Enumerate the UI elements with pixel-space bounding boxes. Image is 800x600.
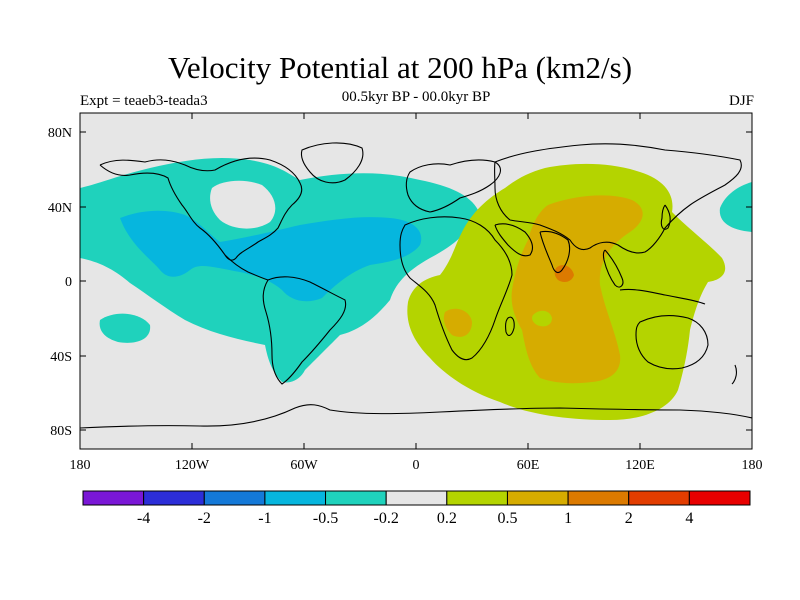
- colorbar-label: 2: [625, 510, 633, 527]
- coast-antarctica: [80, 404, 752, 429]
- contour-neg-strong: [120, 210, 422, 302]
- lon-label: 60W: [290, 458, 318, 473]
- colorbar-box: [203, 490, 266, 506]
- colorbar-box: [385, 490, 448, 506]
- coast-india: [539, 230, 571, 274]
- coast-europe: [405, 159, 501, 213]
- map-title: Velocity Potential at 200 hPa (km2/s): [167, 50, 633, 85]
- contour-neg-weak-east: [719, 182, 752, 232]
- coast-se-asia: [602, 249, 624, 288]
- colorbar-box: [567, 490, 630, 506]
- colorbar-label: 0.2: [437, 510, 457, 527]
- colorbar-box: [325, 490, 387, 506]
- lon-label: 0: [413, 458, 420, 473]
- coast-africa: [399, 216, 513, 361]
- colorbar-label: -0.5: [313, 510, 338, 527]
- period-label: 00.5kyr BP - 00.0kyr BP: [341, 89, 491, 105]
- contour-pos-hole: [532, 310, 552, 327]
- coast-new-zealand: [731, 364, 737, 385]
- coast-greenland: [300, 142, 364, 184]
- coast-arabia: [494, 223, 534, 257]
- coastlines: [80, 142, 752, 429]
- experiment-label: Expt = teaeb3-teada3: [80, 93, 208, 109]
- contour-pos-strong: [554, 265, 574, 283]
- lon-label: 180: [70, 458, 91, 473]
- season-label: DJF: [728, 93, 754, 109]
- colorbar-box: [143, 490, 205, 506]
- colorbar-label: 1: [564, 510, 572, 527]
- colorbar-label: -1: [258, 510, 271, 527]
- contour-neutral-namerica: [210, 180, 276, 229]
- lon-label: 180: [742, 458, 763, 473]
- coast-central-america: [224, 254, 269, 281]
- lat-label: 40N: [48, 201, 72, 216]
- colorbar-label: 0.5: [497, 510, 517, 527]
- lon-axis: 180 120W 60W 0 60E 120E 180: [70, 113, 763, 473]
- coast-south-america: [262, 276, 347, 385]
- coast-asia: [494, 143, 742, 254]
- lat-label: 80N: [48, 126, 72, 141]
- lon-label: 60E: [517, 458, 540, 473]
- colorbar-box: [264, 490, 327, 506]
- colorbar-box: [628, 490, 690, 506]
- colorbar-label: -0.2: [374, 510, 399, 527]
- contour-pos-mid-africa: [443, 308, 472, 337]
- contour-neg-weak-pacific: [99, 313, 151, 343]
- coast-australia: [635, 315, 709, 370]
- colorbar-label: -4: [137, 510, 150, 527]
- colorbar-label: -2: [198, 510, 211, 527]
- colorbar-box: [446, 490, 508, 506]
- lon-label: 120W: [175, 458, 210, 473]
- lat-label: 80S: [50, 424, 72, 439]
- lat-axis: 80N 40N 0 40S 80S: [48, 126, 752, 439]
- coast-north-america: [99, 157, 303, 261]
- lat-label: 0: [65, 275, 72, 290]
- coast-madagascar: [505, 316, 515, 337]
- lon-label: 120E: [625, 458, 655, 473]
- colorbar-label: 4: [685, 510, 693, 527]
- coast-japan: [660, 204, 671, 230]
- lat-label: 40S: [50, 350, 72, 365]
- colorbar-box: [688, 490, 751, 506]
- colorbar-box: [82, 490, 145, 506]
- coast-indonesia: [619, 288, 706, 305]
- colorbar: -4 -2 -1 -0.5 -0.2 0.2 0.5 1 2 4: [82, 490, 751, 527]
- colorbar-box: [506, 490, 569, 506]
- map-plot-area: [80, 113, 752, 449]
